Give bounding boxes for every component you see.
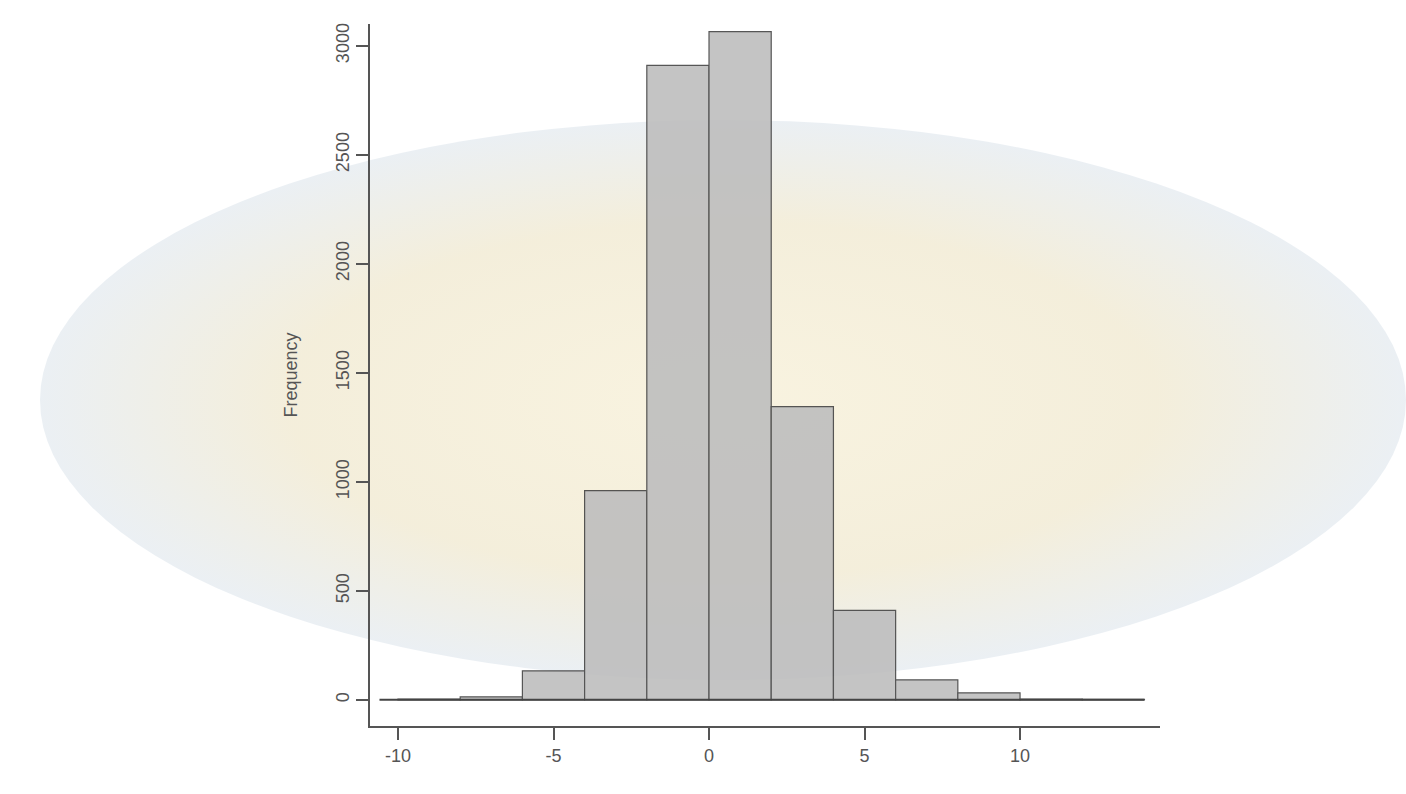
svg-text:5: 5 (860, 746, 870, 766)
svg-text:2000: 2000 (333, 241, 353, 281)
svg-text:-5: -5 (545, 746, 561, 766)
svg-text:1000: 1000 (333, 459, 353, 499)
svg-text:10: 10 (1010, 746, 1030, 766)
svg-text:1500: 1500 (333, 350, 353, 390)
svg-text:500: 500 (333, 573, 353, 603)
svg-text:0: 0 (704, 746, 714, 766)
svg-text:-10: -10 (385, 746, 411, 766)
svg-text:Frequency: Frequency (281, 332, 301, 417)
svg-text:2500: 2500 (333, 132, 353, 172)
svg-text:0: 0 (333, 692, 353, 702)
svg-text:3000: 3000 (333, 23, 353, 63)
